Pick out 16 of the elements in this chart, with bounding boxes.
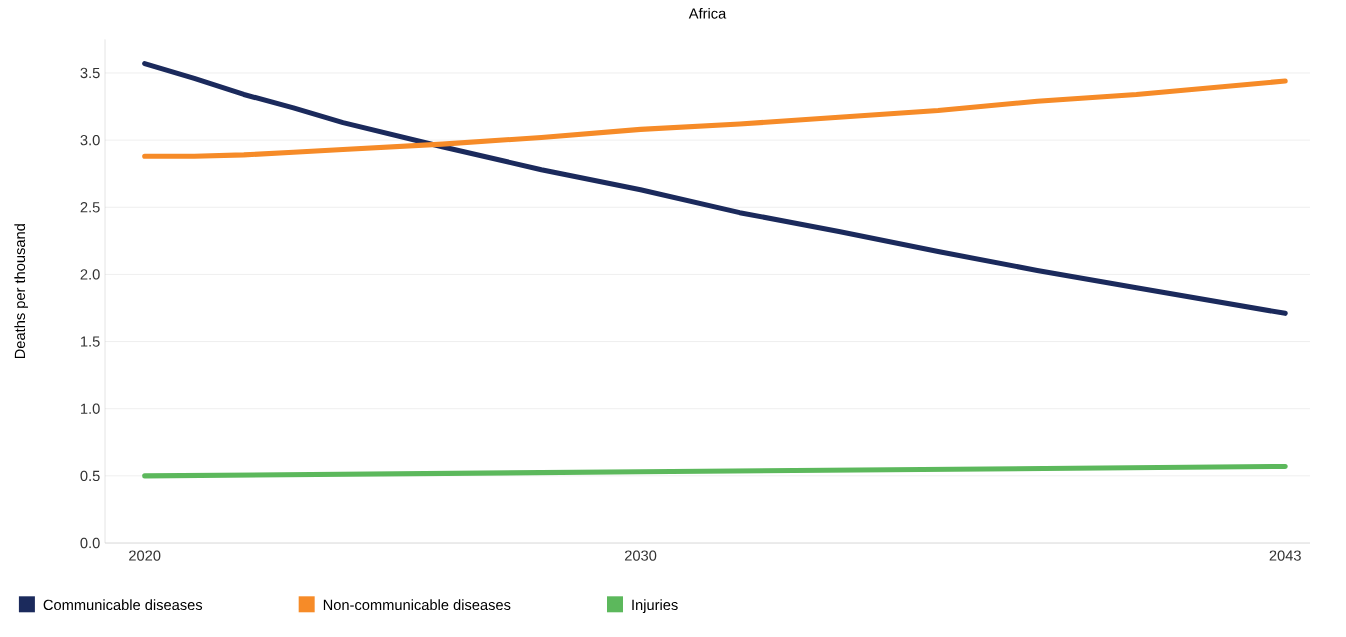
- y-tick-label: 0.5: [80, 470, 100, 482]
- legend-label: Communicable diseases: [43, 599, 203, 611]
- chart-title: Africa: [688, 7, 727, 19]
- x-tick-label: 2043: [1269, 550, 1301, 561]
- legend-label: Non-communicable diseases: [323, 599, 511, 611]
- x-tick-label: 2030: [624, 550, 657, 561]
- y-tick-label: 1.5: [81, 336, 100, 347]
- y-tick-label: 0.0: [80, 537, 100, 549]
- x-tick-label: 2020: [129, 550, 161, 561]
- y-tick-label: 2.0: [80, 269, 100, 280]
- y-tick-label: 3.0: [80, 134, 100, 146]
- y-tick-label: 3.5: [80, 67, 100, 79]
- y-tick-label: 2.5: [80, 202, 100, 213]
- y-axis-title: Deaths per thousand: [14, 224, 28, 359]
- legend-label: Injuries: [632, 599, 678, 613]
- y-tick-label: 1.0: [81, 403, 100, 414]
